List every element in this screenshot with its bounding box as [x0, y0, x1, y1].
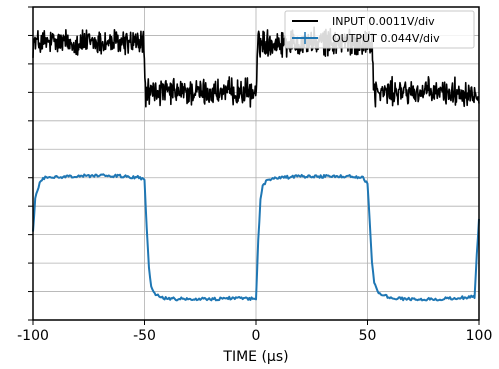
x-tick-label: -100: [17, 328, 49, 344]
legend: INPUT 0.0011V/div OUTPUT 0.044V/div: [284, 10, 475, 49]
legend-label-input: INPUT 0.0011V/div: [332, 15, 435, 28]
legend-box: [284, 10, 475, 49]
plot-area: [32, 26, 480, 302]
axis-ticks: -100 -50 0 50 100: [17, 6, 493, 344]
x-tick-label: 50: [359, 328, 377, 344]
x-tick-label: -50: [133, 328, 156, 344]
grid-lines: [33, 7, 479, 320]
series-input-line: [32, 26, 480, 108]
x-axis-title: TIME (μs): [222, 349, 288, 365]
legend-label-output: OUTPUT 0.044V/div: [332, 32, 440, 45]
x-tick-label: 0: [252, 328, 261, 344]
series-output-line: [32, 173, 480, 302]
x-tick-label: 100: [466, 328, 493, 344]
